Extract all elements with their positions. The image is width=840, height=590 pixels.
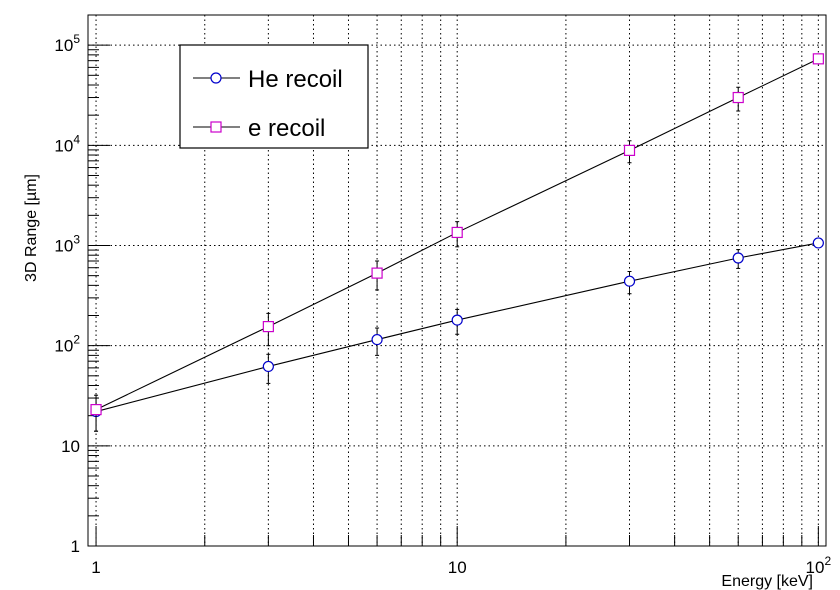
x-tick-label: 1: [91, 558, 100, 577]
y-axis-title: 3D Range [µm]: [23, 174, 40, 282]
legend-he-marker: [210, 72, 222, 84]
he-recoil-point: [371, 333, 383, 346]
grid: [88, 15, 826, 546]
e-recoil-point: [812, 53, 824, 65]
x-tick-label: 102: [806, 554, 832, 577]
e-recoil-point: [451, 226, 463, 239]
y-tick-label: 10: [61, 437, 80, 456]
e-recoil-point: [623, 144, 636, 156]
he-recoil-series: [90, 237, 824, 432]
he-recoil-point: [812, 237, 824, 249]
he-recoil-point: [623, 275, 636, 287]
he-recoil-point: [451, 314, 463, 326]
e-recoil-point: [90, 403, 102, 416]
x-tick-label: 10: [448, 558, 467, 577]
e-recoil-series: [90, 53, 824, 432]
e-recoil-point: [371, 267, 383, 279]
legend-he-label: He recoil: [248, 66, 343, 93]
axis-ticks: [88, 14, 819, 547]
legend-e-label: e recoil: [248, 115, 325, 142]
y-tick-label: 102: [54, 333, 80, 356]
y-tick-label: 103: [54, 232, 80, 255]
y-tick-label: 1: [71, 537, 80, 556]
data-series: [90, 53, 824, 432]
e-recoil-point: [262, 320, 274, 333]
he-recoil-point: [732, 252, 744, 264]
axis-labels: 1 10 102 1 10 102 103 104 105: [54, 32, 831, 577]
y-tick-label: 104: [54, 132, 80, 155]
x-axis-title: Energy [keV]: [721, 573, 813, 590]
legend-e-marker: [210, 121, 222, 133]
legend: He recoil e recoil: [179, 44, 369, 149]
e-recoil-point: [732, 91, 744, 104]
y-tick-label: 105: [54, 32, 80, 55]
he-recoil-point: [262, 360, 274, 373]
